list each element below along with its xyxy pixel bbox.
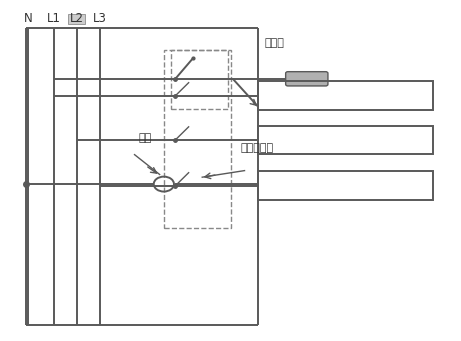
Text: 线圈: 线圈 — [139, 133, 152, 143]
Text: L3: L3 — [93, 12, 106, 25]
Text: 温度传感器: 温度传感器 — [241, 144, 274, 153]
FancyBboxPatch shape — [68, 14, 85, 25]
Text: N: N — [24, 12, 33, 25]
Text: L1: L1 — [47, 12, 60, 25]
Text: L2: L2 — [70, 12, 83, 25]
FancyBboxPatch shape — [286, 72, 328, 86]
Text: 温控器: 温控器 — [265, 38, 285, 48]
